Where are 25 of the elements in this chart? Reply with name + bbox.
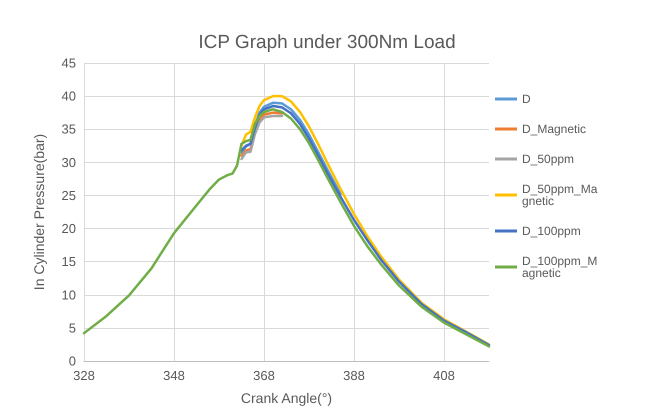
x-tick-label: 368 bbox=[253, 368, 275, 383]
x-axis-title: Crank Angle(°) bbox=[240, 390, 332, 406]
x-tick-label: 408 bbox=[433, 368, 455, 383]
x-tick-label: 348 bbox=[163, 368, 185, 383]
legend-label: D bbox=[522, 92, 531, 106]
y-tick-label: 5 bbox=[68, 320, 76, 336]
legend-label: D_100ppm bbox=[522, 224, 581, 238]
line-series bbox=[82, 108, 490, 348]
y-tick-label: 30 bbox=[62, 154, 76, 170]
legend-label: D_Magnetic bbox=[522, 122, 586, 136]
y-tick-label: 45 bbox=[62, 56, 76, 70]
y-tick-label: 25 bbox=[62, 188, 76, 203]
legend-label: D_100ppm_Magnetic bbox=[522, 254, 598, 280]
legend-label: D_50ppm_Magnetic bbox=[522, 182, 598, 208]
y-tick-label: 40 bbox=[62, 88, 76, 104]
y-tick-label: 10 bbox=[62, 287, 76, 302]
chart-title: ICP Graph under 300Nm Load bbox=[198, 32, 456, 53]
y-tick-label: 35 bbox=[62, 122, 76, 137]
y-tick-label: 20 bbox=[62, 221, 76, 236]
x-tick-label: 328 bbox=[73, 368, 95, 383]
legend-label: D_50ppm bbox=[522, 152, 574, 166]
y-axis-title: In Cylinder Pressure(bar) bbox=[31, 134, 47, 290]
y-tick-label: 15 bbox=[62, 254, 76, 270]
y-tick-label: 0 bbox=[68, 354, 76, 368]
x-tick-label: 388 bbox=[343, 368, 365, 383]
